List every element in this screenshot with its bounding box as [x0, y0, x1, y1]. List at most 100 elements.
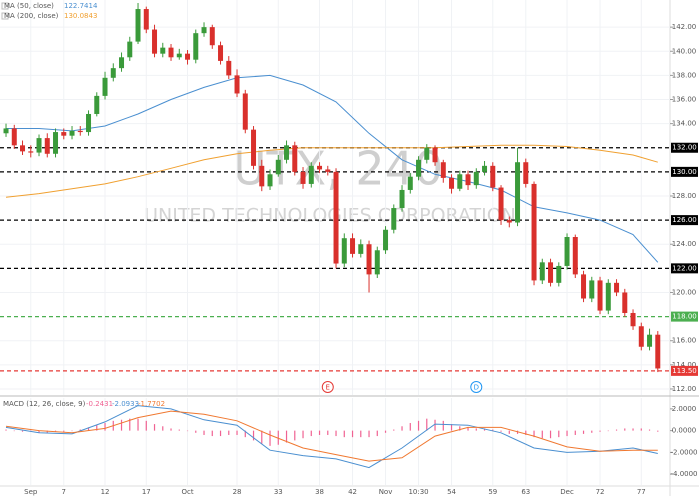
candle-body — [572, 237, 578, 275]
x-tick-label: 77 — [637, 488, 646, 496]
legend-icon — [1, 2, 9, 10]
candle-body — [201, 27, 207, 34]
candle-body — [160, 47, 166, 54]
candle-body — [176, 53, 182, 58]
histogram-bar — [5, 429, 7, 431]
histogram-bar — [459, 426, 461, 431]
legend-value: 130.0843 — [64, 12, 97, 20]
histogram-bar — [54, 430, 57, 432]
histogram-bar — [96, 425, 98, 431]
x-tick-label: Dec — [560, 488, 574, 496]
candle-body — [473, 171, 479, 186]
candle-body — [325, 169, 331, 172]
y-tick-label: 138.00 — [672, 71, 697, 79]
level-label: 118.00 — [672, 313, 697, 321]
candle-body — [391, 208, 397, 230]
y-tick-label: 114.00 — [672, 361, 697, 369]
histogram-bar — [63, 430, 65, 432]
candle-body — [44, 138, 50, 154]
candle-body — [416, 159, 422, 177]
level-label: 122.00 — [672, 264, 697, 272]
legend-name: MA (200, close) — [4, 12, 59, 20]
histogram-bar — [599, 430, 601, 432]
macd-value: -2.0933 — [112, 400, 139, 408]
candle-body — [647, 334, 653, 347]
histogram-bar — [13, 430, 15, 432]
histogram-bar — [269, 430, 271, 446]
x-tick-label: 10:30 — [408, 488, 428, 496]
candle-body — [482, 165, 488, 172]
x-tick-label: 33 — [274, 488, 283, 496]
histogram-bar — [442, 420, 444, 431]
candle-body — [267, 174, 273, 187]
candle-body — [605, 282, 611, 311]
y-tick-label: 0.0000 — [672, 427, 697, 435]
candle-body — [110, 68, 116, 78]
candle-body — [581, 274, 587, 299]
y-tick-label: 140.00 — [672, 47, 697, 55]
x-tick-label: 72 — [596, 488, 605, 496]
histogram-bar — [170, 428, 172, 431]
y-tick-label: 134.00 — [672, 120, 697, 128]
line — [5, 410, 658, 462]
candle-body — [630, 312, 636, 327]
candle-body — [366, 244, 372, 275]
histogram-bar — [632, 428, 634, 431]
histogram-bar — [71, 430, 73, 432]
level-label-box — [671, 311, 698, 322]
candle-body — [317, 165, 323, 170]
candle-body — [341, 238, 347, 264]
level-label: 132.00 — [672, 144, 697, 152]
event-marker — [470, 381, 483, 393]
histogram-bar — [87, 427, 90, 431]
macd-title: MACD (12, 26, close, 9) — [3, 400, 86, 408]
candle-body — [3, 128, 9, 134]
candle-body — [251, 129, 257, 166]
histogram-bar — [393, 429, 395, 431]
x-tick-label: 59 — [488, 488, 497, 496]
histogram-bar — [153, 424, 156, 431]
histogram-bar — [566, 430, 568, 437]
candle-body — [589, 280, 595, 299]
candle-body — [523, 162, 529, 184]
candle-body — [152, 29, 158, 54]
histogram-bar — [657, 430, 659, 432]
histogram-bar — [310, 430, 312, 437]
candle-body — [300, 171, 306, 184]
candle-body — [11, 128, 17, 146]
histogram-bar — [508, 430, 510, 434]
candle-body — [383, 229, 389, 251]
histogram-bar — [252, 430, 255, 441]
candle-body — [350, 238, 356, 254]
histogram-bar — [120, 419, 123, 431]
candle-body — [119, 57, 125, 69]
histogram-bar — [648, 429, 651, 431]
x-tick-label: 17 — [142, 488, 151, 496]
candle-body — [465, 174, 471, 186]
candle-body — [127, 41, 133, 58]
candle-body — [77, 130, 83, 133]
candle-body — [242, 93, 248, 130]
candle-body — [308, 165, 314, 184]
histogram-bar — [624, 428, 626, 431]
y-tick-label: 2.0000 — [672, 405, 697, 413]
histogram-bar — [277, 430, 279, 445]
candle-body — [358, 244, 364, 254]
candle-body — [597, 280, 603, 311]
histogram-bar — [450, 424, 453, 431]
x-tick-label: 42 — [348, 488, 357, 496]
candle-body — [259, 165, 265, 187]
histogram-bar — [178, 429, 180, 431]
candle-body — [622, 292, 628, 313]
candle-body — [185, 53, 191, 60]
histogram-bar — [79, 429, 81, 431]
histogram-bar — [549, 430, 552, 439]
histogram-bar — [351, 430, 354, 438]
level-label-box — [671, 166, 698, 177]
candle-body — [102, 77, 108, 96]
candle-body — [490, 165, 496, 188]
histogram-bar — [492, 429, 494, 431]
histogram-bar — [525, 430, 527, 435]
